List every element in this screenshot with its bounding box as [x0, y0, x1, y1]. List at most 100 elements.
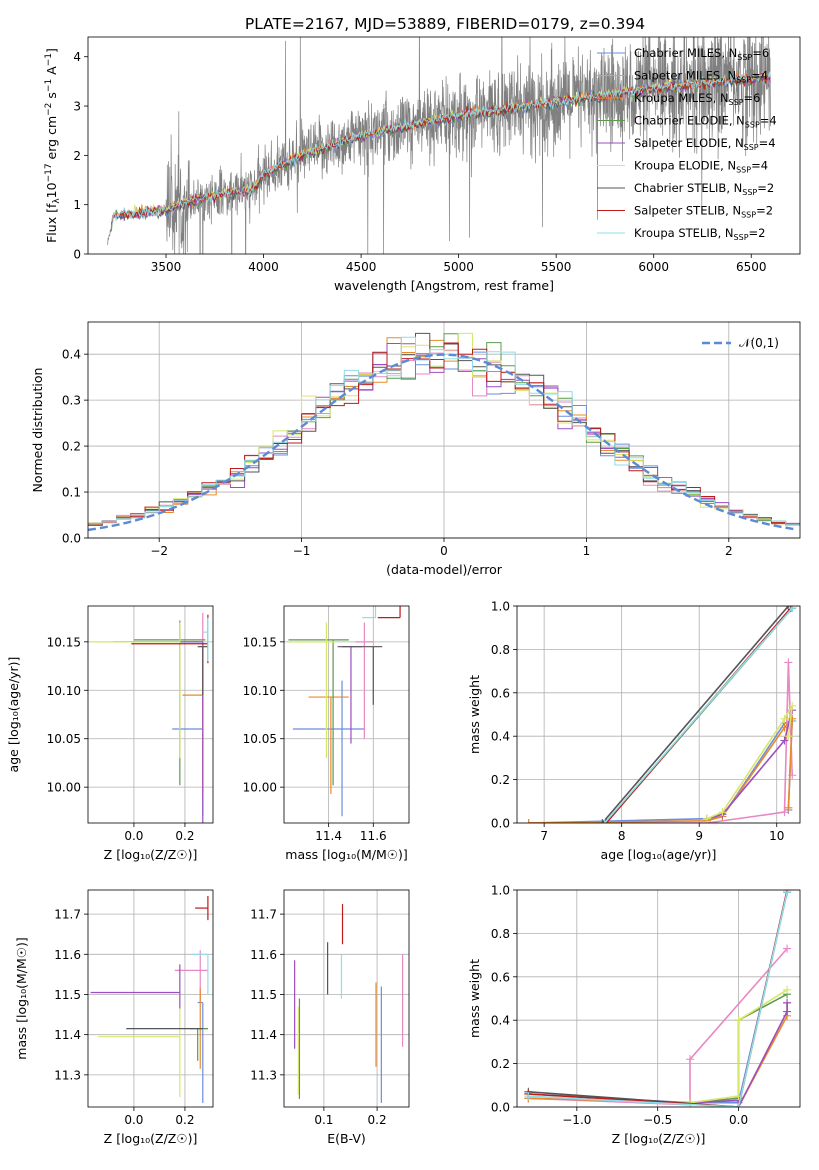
legend-name: Chabrier MILES, N [634, 46, 737, 60]
massweight_vs_age-marker-4 [780, 736, 789, 745]
massweight_vs_Z-marks [524, 890, 792, 1107]
massweight_vs_Z-series-8 [528, 892, 788, 1107]
mass_vs_ebv-y-tick-label: 11.4 [250, 1028, 277, 1042]
mass_vs_ebv-xlabel: E(B-V) [327, 1131, 366, 1146]
mass_vs_Z-y-tick-label: 11.7 [54, 908, 81, 922]
massweight_vs_age-series-8 [603, 607, 793, 823]
mass_vs_ebv-y-tick-label: 11.7 [250, 908, 277, 922]
mass_vs_Z-errorbar-7 [195, 896, 209, 921]
age_vs_mass-y-tick-label: 10.10 [243, 684, 277, 698]
legend-name: Chabrier STELIB, N [634, 181, 742, 195]
age_vs_Z-marks [90, 612, 209, 823]
massweight_vs_Z-y-tick-label: 1.0 [491, 884, 510, 898]
spectrum-plot: 3500 4000 4500 5000 5500 6000 6500 0 1 2 3 4 wavelen… [44, 36, 801, 293]
age_vs_Z-y-tick-label: 10.05 [47, 732, 81, 746]
age_vs_mass-plot: 11.4 11.6 10.00 10.05 10.10 10.15 mass [log₁₀(… [243, 605, 410, 862]
age_vs_mass-errorbar-2 [308, 696, 349, 794]
mass_vs_Z-errorbar-8 [192, 953, 209, 995]
massweight_vs_Z-frame [516, 889, 801, 1108]
massweight_vs_Z-y-tick-label: 0.6 [491, 970, 510, 984]
massweight_vs_age-y-tick-label: 0.4 [491, 730, 510, 744]
massweight_vs_age-x-tick-label: 8 [618, 829, 626, 843]
residual_hist-x-tick-label: −2 [150, 544, 168, 558]
residual_hist-x-tick-label: 1 [583, 544, 591, 558]
legend-count: =6 [752, 46, 769, 60]
legend-sub: SSP [742, 188, 757, 197]
age_vs_Z-errorbar-5 [90, 622, 181, 759]
age_vs_mass-x-tick-label: 11.4 [315, 829, 342, 843]
gaussian-legend-label: 𝒩(0,1) [739, 336, 779, 350]
age_vs_Z-errorbar-7 [131, 614, 209, 664]
spectrum-ylabel-part: s [44, 92, 59, 103]
legend-sub: SSP [729, 98, 744, 107]
massweight_vs_Z-y-tick-label: 0.0 [491, 1101, 510, 1115]
mass_vs_Z-y-tick-label: 11.6 [54, 948, 81, 962]
massweight_vs_Z-plot: −1.0 −0.5 0.0 0.0 0.2 0.4 0.6 0.8 1.0 Z [log₁₀(Z/… [467, 884, 801, 1146]
massweight_vs_age-series-6 [601, 606, 790, 823]
legend-label-8: Kroupa STELIB, NSSP=2 [634, 226, 765, 242]
legend-name: Kroupa STELIB, N [634, 226, 734, 240]
massweight_vs_Z-marker-1 [783, 944, 792, 953]
massweight_vs_age-series-1 [528, 662, 793, 823]
spectrum-ylabel-part: A [44, 66, 59, 79]
massweight_vs_age-marker-8 [600, 819, 609, 823]
age_vs_Z-y-tick-label: 10.10 [47, 684, 81, 698]
mass_vs_Z-frame [87, 889, 214, 1108]
massweight_vs_age-x-tick-label: 10 [769, 829, 784, 843]
massweight_vs_age-marker-5 [718, 808, 727, 817]
massweight_vs_age-plot: 7 8 9 10 0.0 0.2 0.4 0.6 0.8 1.0 age [log₁₀(age/yr… [467, 600, 801, 862]
massweight_vs_Z-marker-4 [783, 1007, 792, 1016]
age_vs_mass-y-tick-label: 10.05 [243, 732, 277, 746]
gaussian-curve [88, 353, 798, 532]
spectrum-marks [107, 37, 771, 254]
age_vs_Z-x-tick-label: 0.2 [175, 829, 194, 843]
legend-count: =2 [756, 204, 773, 218]
spectrum-x-tick-label: 4500 [346, 260, 377, 274]
spectrum-ylabel-part: Flux [f [44, 203, 59, 243]
massweight_vs_Z-x-tick-label: −0.5 [643, 1113, 672, 1127]
residual_hist-ylabel: Normed distribution [30, 368, 45, 493]
legend-label-1: Salpeter MILES, NSSP=4 [634, 69, 768, 85]
mass_vs_ebv-marks [294, 904, 404, 1103]
massweight_vs_Z-marker-8 [734, 1103, 743, 1107]
residual_hist-y-tick-label: 0.4 [62, 348, 81, 362]
legend-sub: SSP [736, 166, 751, 175]
age_vs_Z-y-tick-label: 10.15 [47, 635, 81, 649]
mass_vs_Z-y-tick-label: 11.4 [54, 1028, 81, 1042]
legend-sub: SSP [741, 211, 756, 220]
massweight_vs_age-y-tick-label: 0.0 [491, 817, 510, 831]
residual_hist-xlabel: (data-model)/error [386, 562, 503, 577]
massweight_vs_age-marker-2 [524, 819, 533, 823]
age_vs_mass-frame [283, 605, 410, 824]
age_vs_mass-errorbar-6 [337, 646, 383, 705]
mass_vs_Z-errorbar-3 [190, 1028, 208, 1061]
residual_hist-y-tick-label: 0.2 [62, 440, 81, 454]
legend-name: Chabrier ELODIE, N [634, 114, 745, 128]
model-spectrum-line-8 [111, 71, 771, 225]
residual_hist-x-tick-label: 0 [440, 544, 448, 558]
age_vs_mass-errorbar-0 [292, 680, 365, 817]
spectrum-x-tick-label: 5000 [443, 260, 474, 274]
spectrum-y-tick-label: 0 [73, 248, 81, 262]
age_vs_mass-y-tick-label: 10.00 [243, 781, 277, 795]
legend-name: Salpeter ELODIE, N [634, 136, 744, 150]
massweight_vs_age-y-tick-label: 1.0 [491, 600, 510, 614]
spectrum-ylabel-part: −2 [44, 103, 54, 116]
mass_vs_Z-x-tick-label: 0.2 [175, 1113, 194, 1127]
massweight_vs_age-x-tick-label: 7 [540, 829, 548, 843]
massweight_vs_age-series-5 [706, 705, 793, 820]
massweight_vs_Z-marker-1 [686, 1055, 695, 1064]
massweight_vs_age-series-2 [528, 716, 794, 823]
age_vs_Z-errorbar-6 [197, 646, 208, 696]
age_vs_mass-xlabel: mass [log₁₀(M/M☉)] [285, 847, 407, 862]
legend-label-3: Chabrier ELODIE, NSSP=4 [634, 114, 777, 130]
legend-label-7: Salpeter STELIB, NSSP=2 [634, 204, 773, 220]
massweight_vs_age-ylabel: mass weight [467, 675, 482, 754]
legend-count: =4 [759, 136, 776, 150]
legend-label-0: Chabrier MILES, NSSP=6 [634, 46, 769, 62]
mass_vs_ebv-frame [283, 889, 410, 1108]
spectrum-ylabel-part: 10 [44, 182, 59, 198]
massweight_vs_Z-x-tick-label: 0.0 [729, 1113, 748, 1127]
age_vs_mass-x-tick-label: 11.6 [360, 829, 387, 843]
age_vs_Z-errorbar-2 [182, 646, 204, 792]
